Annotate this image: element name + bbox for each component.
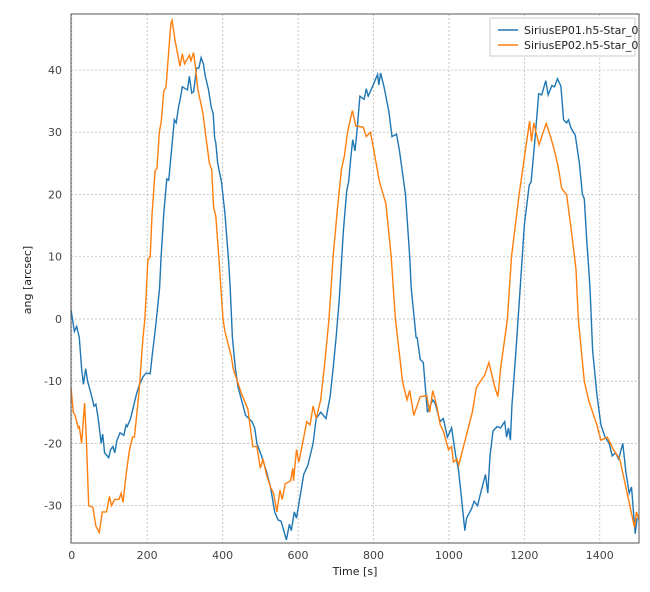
x-tick-label: 1000 <box>435 549 463 562</box>
legend: SiriusEP01.h5-Star_0 SiriusEP02.h5-Star_… <box>489 17 638 57</box>
y-axis-label: ang [arcsec] <box>21 246 34 314</box>
x-tick-label: 1200 <box>510 549 538 562</box>
x-tick-label: 0 <box>68 549 75 562</box>
y-tick-label: -20 <box>44 437 62 450</box>
x-tick-label: 600 <box>288 549 309 562</box>
y-tick-label: -30 <box>44 500 62 513</box>
x-axis-label: Time [s] <box>332 565 378 578</box>
y-tick-label: 10 <box>48 251 62 264</box>
legend-box <box>489 17 636 57</box>
legend-label-ep01: SiriusEP01.h5-Star_0 <box>524 24 638 37</box>
plot-frame <box>70 13 640 544</box>
x-tick-label: 1400 <box>586 549 614 562</box>
x-tick-label: 400 <box>212 549 233 562</box>
x-tick-label: 800 <box>363 549 384 562</box>
y-tick-label: -10 <box>44 375 62 388</box>
x-tick-label: 200 <box>137 549 158 562</box>
legend-label-ep02: SiriusEP02.h5-Star_0 <box>524 39 638 52</box>
y-axis-ticks: -30 -20 -10 0 10 20 30 40 <box>44 64 62 513</box>
y-tick-label: 0 <box>55 313 62 326</box>
series-line-1 <box>71 55 638 541</box>
grid <box>71 14 639 543</box>
y-tick-label: 40 <box>48 64 62 77</box>
y-tick-label: 20 <box>48 188 62 201</box>
series-lines <box>71 17 639 541</box>
series-line-2 <box>71 17 639 535</box>
y-tick-label: 30 <box>48 126 62 139</box>
x-axis-ticks: 0 200 400 600 800 1000 1200 1400 <box>68 549 614 562</box>
